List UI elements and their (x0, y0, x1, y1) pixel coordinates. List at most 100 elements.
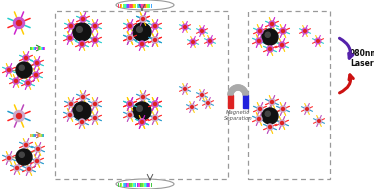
Circle shape (257, 106, 263, 112)
Circle shape (304, 30, 306, 32)
Circle shape (153, 25, 156, 28)
Circle shape (141, 95, 144, 98)
Circle shape (127, 35, 133, 41)
Circle shape (209, 40, 211, 42)
Circle shape (207, 38, 213, 44)
Circle shape (19, 65, 24, 70)
Circle shape (15, 167, 18, 170)
Circle shape (152, 101, 158, 107)
Circle shape (23, 142, 29, 148)
Circle shape (13, 18, 25, 29)
Circle shape (92, 115, 98, 121)
Circle shape (82, 95, 85, 98)
Circle shape (199, 92, 205, 98)
Circle shape (13, 78, 19, 84)
Circle shape (68, 101, 74, 107)
Circle shape (270, 101, 273, 104)
Circle shape (68, 36, 71, 40)
Circle shape (34, 60, 40, 66)
Circle shape (127, 35, 133, 41)
Circle shape (28, 167, 31, 170)
Circle shape (7, 156, 10, 160)
Circle shape (79, 119, 85, 125)
Circle shape (153, 39, 156, 42)
Circle shape (73, 23, 91, 41)
Circle shape (140, 94, 146, 100)
Circle shape (26, 166, 32, 172)
Circle shape (199, 28, 205, 34)
Circle shape (267, 124, 273, 130)
Circle shape (94, 25, 96, 28)
Circle shape (152, 115, 158, 121)
Circle shape (282, 108, 285, 111)
Circle shape (318, 120, 320, 122)
Circle shape (92, 37, 98, 43)
Ellipse shape (116, 179, 174, 189)
Circle shape (129, 36, 132, 40)
Circle shape (269, 99, 275, 105)
Circle shape (269, 47, 272, 50)
Circle shape (80, 43, 83, 46)
Circle shape (27, 81, 30, 84)
Circle shape (141, 18, 144, 20)
Circle shape (182, 24, 188, 30)
Circle shape (13, 111, 25, 122)
Circle shape (127, 112, 133, 118)
Circle shape (70, 25, 73, 28)
Circle shape (14, 165, 20, 171)
Circle shape (19, 152, 24, 157)
Circle shape (16, 149, 32, 165)
Circle shape (127, 101, 133, 107)
Text: Laser: Laser (350, 59, 374, 67)
Circle shape (265, 32, 270, 37)
Circle shape (207, 102, 209, 104)
Circle shape (25, 80, 31, 86)
Circle shape (16, 114, 21, 119)
Circle shape (201, 94, 203, 96)
Circle shape (269, 125, 272, 129)
Circle shape (258, 108, 261, 111)
Circle shape (94, 116, 96, 119)
Circle shape (36, 61, 39, 64)
Circle shape (258, 29, 261, 33)
Circle shape (189, 104, 195, 110)
Circle shape (16, 62, 32, 78)
Circle shape (129, 25, 132, 28)
Circle shape (139, 119, 145, 125)
Circle shape (141, 121, 144, 123)
Circle shape (92, 23, 98, 29)
Circle shape (133, 23, 151, 41)
Circle shape (258, 40, 261, 43)
Circle shape (92, 101, 98, 107)
Circle shape (34, 158, 40, 164)
Circle shape (94, 39, 96, 42)
Circle shape (127, 101, 133, 107)
Circle shape (25, 143, 28, 146)
Circle shape (36, 160, 39, 163)
Circle shape (141, 43, 144, 46)
FancyArrowPatch shape (340, 38, 353, 58)
Circle shape (6, 67, 12, 73)
Circle shape (262, 29, 278, 45)
Circle shape (141, 18, 144, 20)
Circle shape (70, 102, 73, 105)
Polygon shape (228, 85, 248, 95)
Circle shape (182, 86, 188, 92)
Circle shape (270, 22, 273, 26)
Circle shape (94, 102, 96, 105)
Circle shape (137, 27, 142, 32)
Circle shape (258, 118, 261, 121)
Circle shape (256, 38, 262, 44)
Circle shape (256, 116, 262, 122)
Circle shape (68, 23, 74, 29)
Circle shape (80, 16, 86, 22)
Circle shape (73, 102, 91, 120)
FancyArrowPatch shape (340, 75, 353, 93)
Circle shape (129, 102, 132, 105)
Circle shape (280, 106, 286, 112)
Circle shape (67, 112, 73, 118)
Circle shape (152, 37, 158, 43)
Circle shape (304, 106, 310, 112)
Circle shape (34, 74, 37, 77)
Circle shape (80, 94, 86, 100)
